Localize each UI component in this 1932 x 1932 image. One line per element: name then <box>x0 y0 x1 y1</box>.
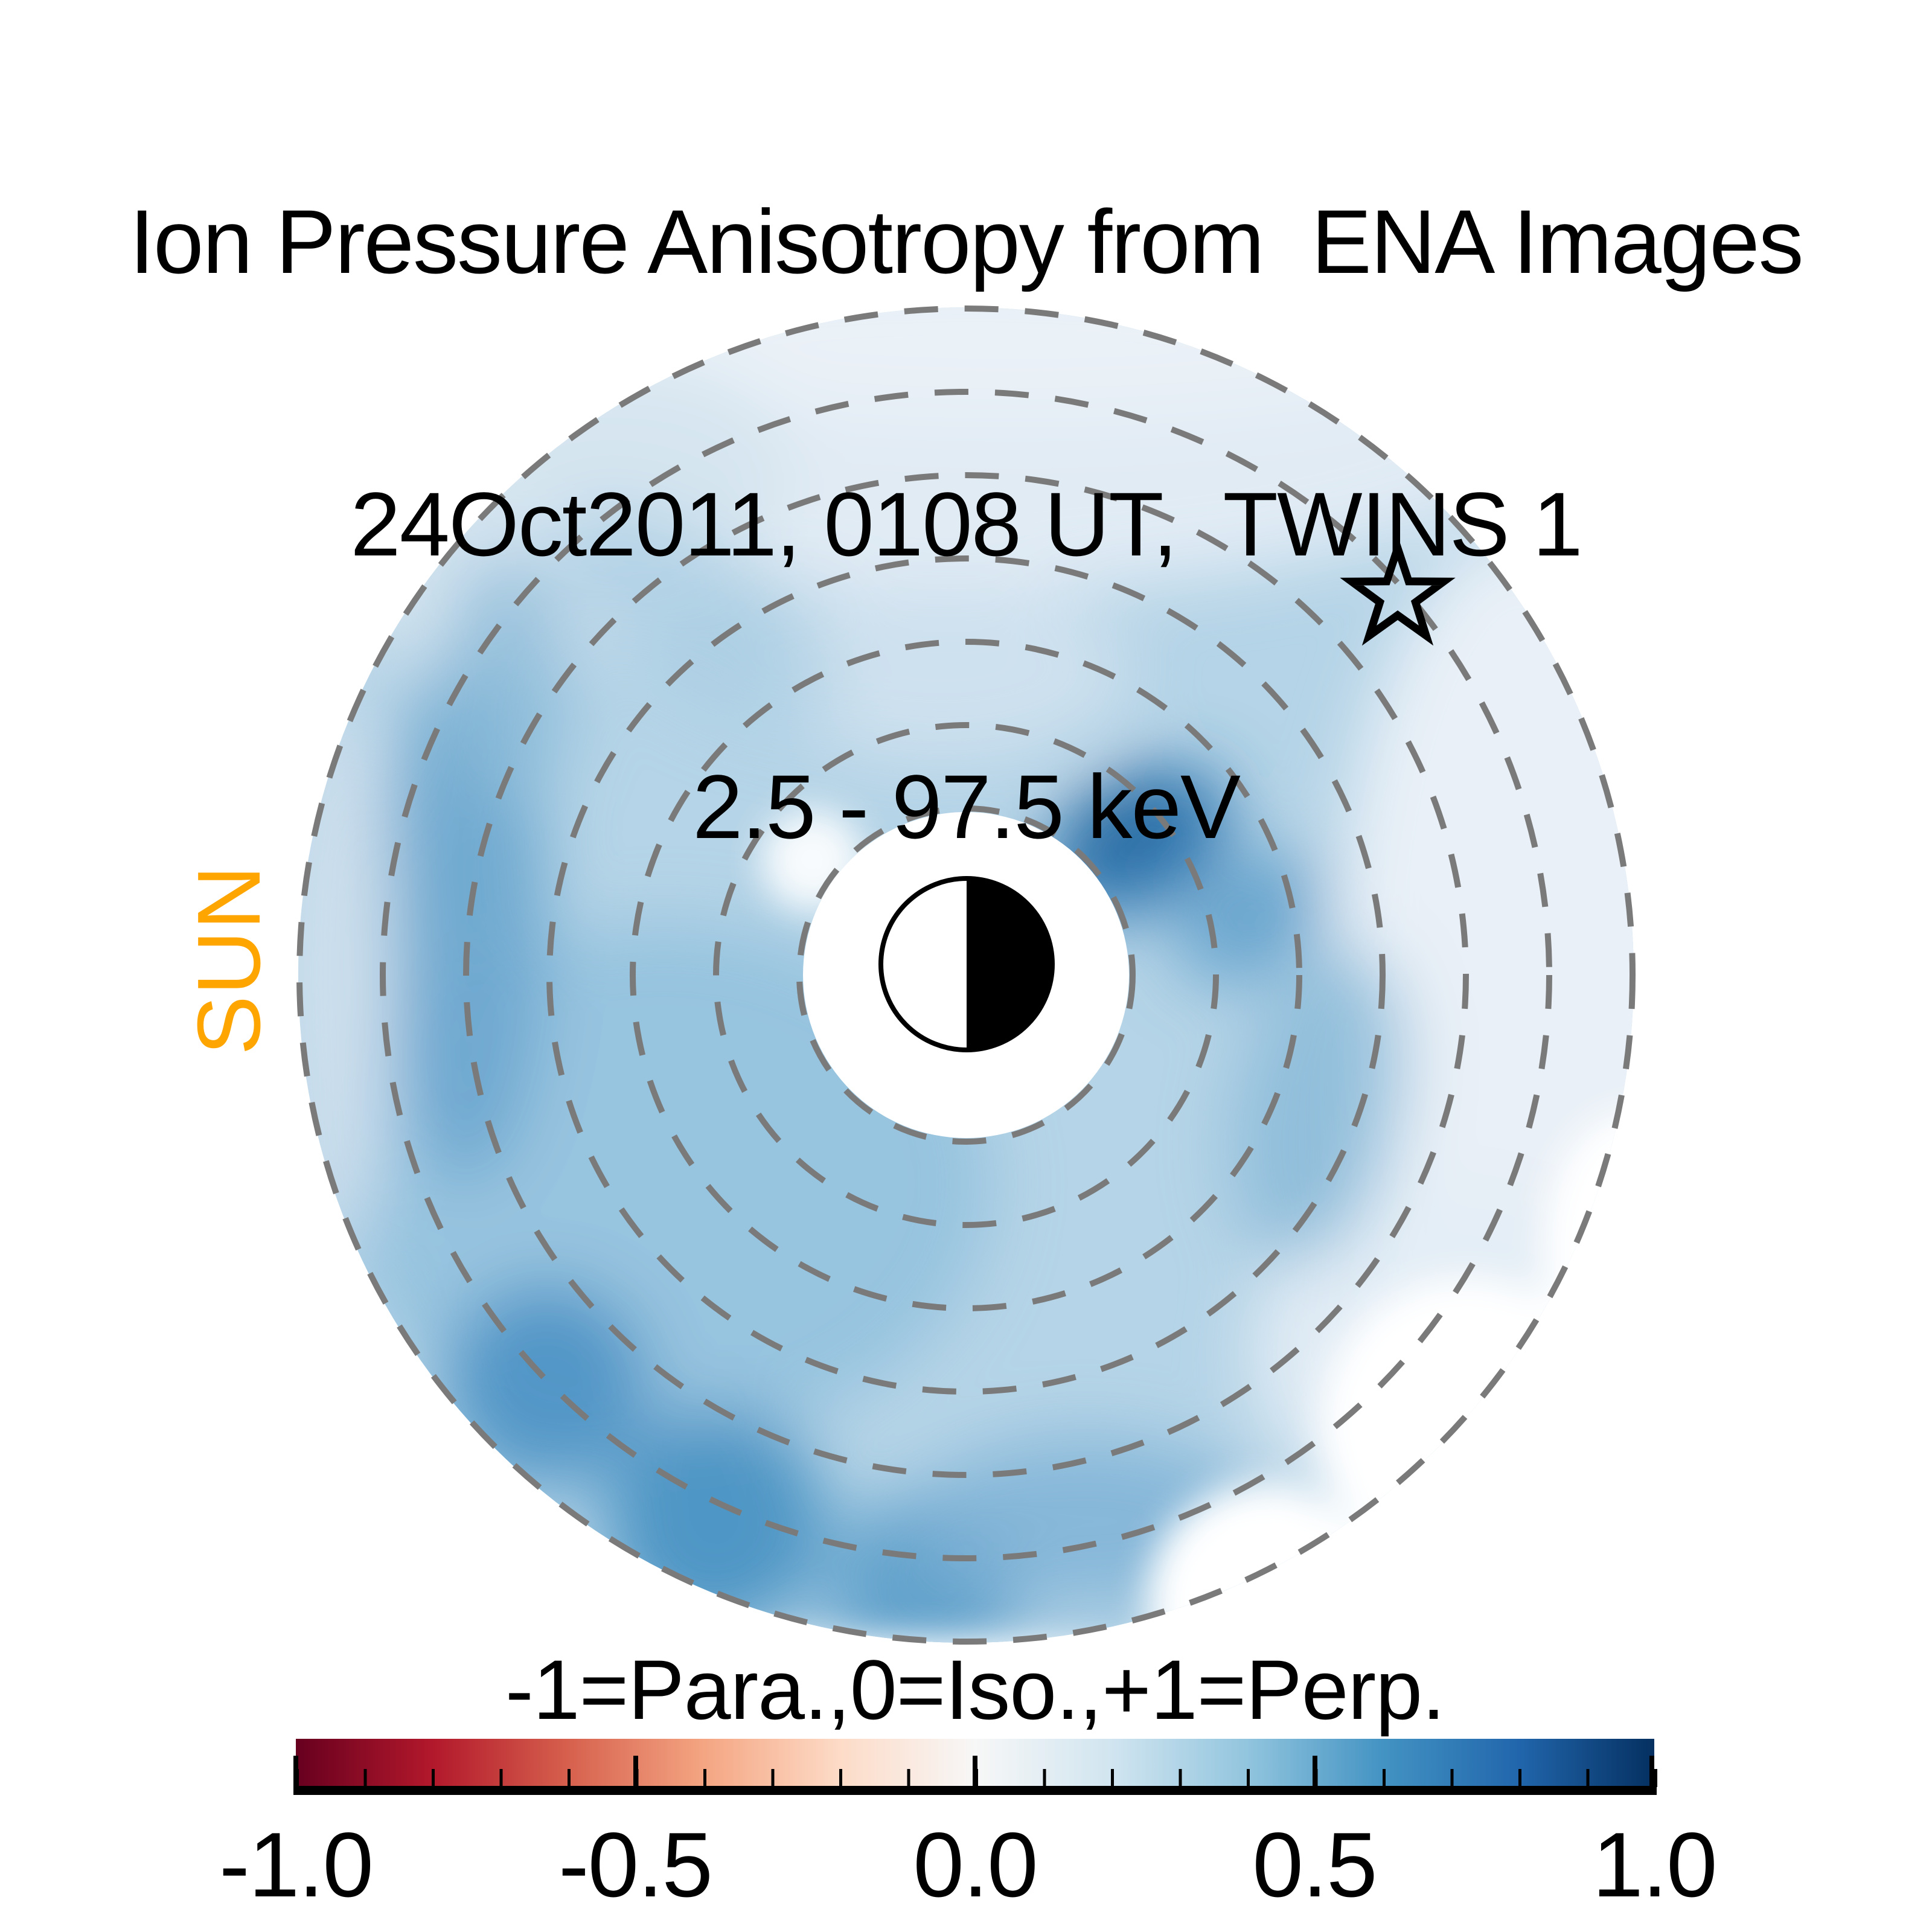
ring-3re <box>713 722 1219 1228</box>
outer-southwest-arc-a <box>444 1283 649 1488</box>
data-gap-east-rim <box>1543 1111 1634 1389</box>
duskside-band-upper <box>441 555 574 809</box>
title-line-1: Ion Pressure Anisotropy from ENA Images <box>129 191 1803 292</box>
colorbar-major-tick <box>633 1756 638 1787</box>
colorbar-tick-label: -0.5 <box>558 1814 713 1916</box>
sun-direction-label: SUN <box>179 865 279 1055</box>
colorbar-major-tick <box>973 1756 977 1787</box>
outer-southwest-arc-b <box>604 1410 827 1633</box>
ring-7re <box>380 389 1552 1561</box>
colorbar-label: -1=Para.,0=Iso.,+1=Perp. <box>505 1642 1445 1737</box>
colorbar-tick-label: 0.0 <box>913 1814 1038 1916</box>
ring-5re <box>546 555 1386 1395</box>
colorbar-tick-label: 1.0 <box>1592 1814 1717 1916</box>
colorbar-axis-line <box>293 1786 1657 1795</box>
colorbar-tick-label: 0.5 <box>1252 1814 1377 1916</box>
northwest-diagonal-streak <box>554 505 834 727</box>
star-marker-icon <box>1340 536 1456 646</box>
figure-title: Ion Pressure Anisotropy from ENA Images … <box>0 6 1932 948</box>
ring-4re <box>630 639 1302 1311</box>
colorbar-tick-label: -1.0 <box>219 1814 374 1916</box>
colorbar-major-tick <box>1649 1756 1654 1787</box>
colorbar-major-tick <box>1312 1756 1317 1787</box>
east-crescent <box>1232 947 1406 1262</box>
title-line-3: 2.5 - 97.5 keV <box>693 756 1241 857</box>
northeast-dark-blob-core <box>1069 782 1168 863</box>
ring-8re <box>296 305 1636 1645</box>
ring-2re <box>796 805 1136 1145</box>
title-line-2: 24Oct2011, 0108 UT, TWINS 1 <box>350 473 1582 575</box>
earth-symbol <box>878 876 1055 1052</box>
light-patch-above-hole <box>755 580 1129 761</box>
colorbar-major-tick <box>293 1756 298 1787</box>
earth-nightside-half <box>967 878 1052 1050</box>
anisotropy-heatmap-field <box>298 307 1634 1643</box>
radial-gridline-rings <box>296 305 1636 1645</box>
data-gap-southeast <box>1319 1277 1615 1573</box>
ring-6re <box>463 472 1469 1478</box>
pale-top-rim <box>555 307 1473 417</box>
